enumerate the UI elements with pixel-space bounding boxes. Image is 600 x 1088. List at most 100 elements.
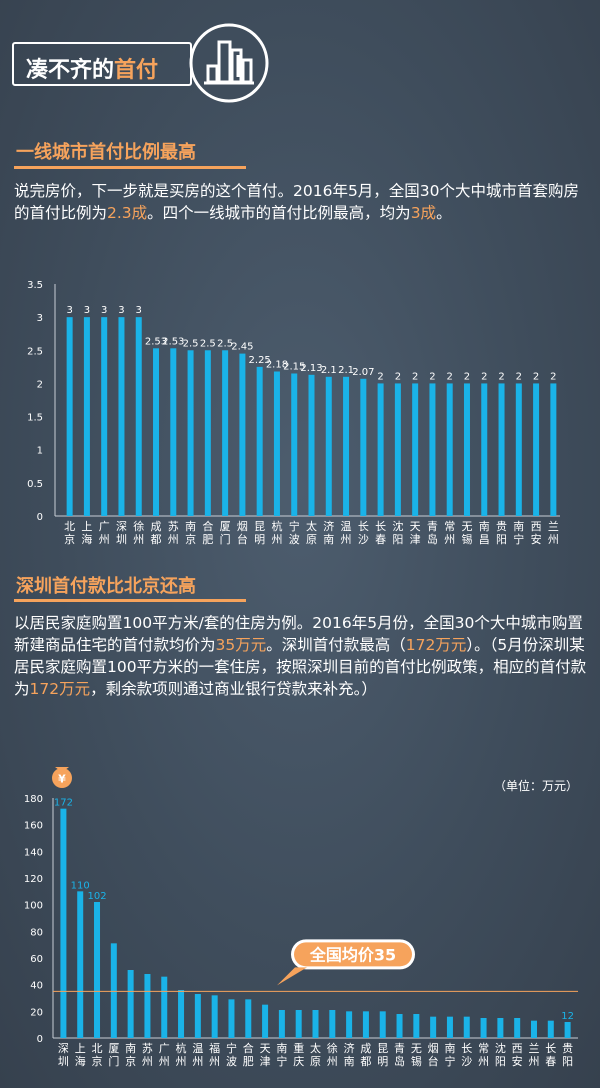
average-callout-label: 全国均价35: [309, 945, 396, 964]
chart2-value-label: 102: [87, 891, 106, 902]
chart1-bar: [118, 317, 125, 516]
chart2-category-label: 北京: [92, 1042, 103, 1068]
chart1-y-tick: 2.5: [27, 346, 43, 357]
chart1-value-label: 2: [481, 371, 487, 382]
chart2-category-label: 宁波: [226, 1041, 237, 1068]
chart1-category-label: 成都: [151, 520, 162, 546]
chart1-category-label: 长春: [375, 520, 386, 546]
chart1-category-label: 天津: [410, 520, 421, 546]
chart2-category-label: 杭州: [176, 1041, 187, 1068]
chart1-bar: [204, 350, 211, 516]
chart1-category-label: 贵阳: [496, 520, 507, 546]
chart1-value-label: 2.5: [183, 338, 199, 349]
chart2-bar: [161, 976, 168, 1038]
chart2-category-label: 合肥: [243, 1041, 254, 1068]
buildings-icon: [189, 23, 269, 103]
chart1-value-labels: 3 3 3 3 32.532.532.5 2.5 2.52.452.252.182.152.…: [66, 305, 556, 382]
chart2-category-label: 广州: [159, 1042, 170, 1068]
chart2-category-label: 成都: [360, 1042, 371, 1068]
chart2-category-label: 南宁: [444, 1042, 455, 1068]
chart1-value-label: 2: [498, 371, 504, 382]
section1-paragraph: 说完房价，下一步就是买房的这个首付。2016年5月，全国30个大中城市首套购房的…: [14, 182, 580, 222]
chart2-bar: [480, 1018, 487, 1038]
chart2-category-label: 青岛: [394, 1042, 405, 1068]
average-callout: [294, 942, 412, 967]
chart1-category-label: 苏州: [168, 520, 179, 546]
chart1-bar: [533, 383, 540, 516]
chart1-category-label: 徐州: [133, 519, 144, 546]
chart2-category-label: 济南: [344, 1041, 355, 1068]
chart1-category-label: 无锡: [461, 520, 472, 546]
chart1-bar: [170, 348, 177, 516]
chart2-category-label: 深圳: [58, 1042, 69, 1068]
chart1-bar: [446, 383, 453, 516]
chart1-value-label: 2: [550, 371, 556, 382]
chart2-category-label: 昆明: [377, 1042, 388, 1068]
section2-underline: [14, 599, 246, 602]
chart1-value-label: 2: [412, 371, 418, 382]
chart1-bar: [394, 383, 401, 516]
chart1-value-label: 2: [395, 371, 401, 382]
chart1-category-label: 南昌: [479, 520, 490, 546]
chart2-category-label: 温州: [192, 1042, 203, 1068]
chart1-bars: [66, 317, 557, 516]
chart2-category-labels: 深圳上海北京厦门南京苏州广州杭州温州福州宁波合肥天津南宁重庆太原徐州济南成都昆明…: [58, 1041, 573, 1068]
section2-title: 深圳首付款比北京还高: [16, 576, 196, 597]
chart2-bar: [295, 1010, 302, 1038]
chart1-value-label: 2.25: [249, 355, 271, 366]
chart2-category-label: 南京: [125, 1042, 136, 1068]
chart2-bar: [463, 1016, 470, 1038]
chart1-category-label: 沈阳: [392, 519, 403, 546]
chart1-value-label: 2.53: [162, 336, 184, 347]
chart2-category-label: 天津: [260, 1042, 271, 1068]
chart2-bar: [547, 1020, 554, 1038]
chart2-average-marker: 全国均价35: [53, 939, 578, 992]
chart1-category-label: 广州: [99, 520, 110, 546]
chart1-category-label: 西安: [531, 520, 542, 546]
chart2-bars: [60, 808, 571, 1038]
chart1-category-label: 北京: [64, 520, 75, 546]
chart1-value-label: 3: [101, 305, 107, 316]
chart1-value-label: 2.5: [200, 338, 216, 349]
chart1-bar: [429, 383, 436, 516]
chart2-bar: [497, 1018, 504, 1038]
chart2-y-tick: 140: [24, 847, 43, 858]
chart1-bar: [325, 376, 332, 516]
chart1-category-label: 深圳: [116, 520, 127, 546]
chart1-y-tick: 1.5: [27, 413, 43, 424]
chart1-category-label: 兰州: [548, 520, 559, 546]
chart2-unit-label: （单位：万元）: [494, 778, 578, 793]
chart2-y-tick: 80: [30, 927, 43, 938]
chart1-category-label: 上海: [81, 520, 92, 546]
chart1-bar: [273, 371, 280, 516]
chart1-bar: [481, 383, 488, 516]
page-title: 凑不齐的首付: [26, 58, 159, 83]
chart2-bar: [194, 994, 201, 1038]
chart1-value-label: 2.53: [145, 336, 167, 347]
chart1-category-label: 宁波: [289, 519, 300, 546]
chart1-bar: [101, 317, 108, 516]
chart1-bar: [187, 350, 194, 516]
chart2-bar: [77, 891, 84, 1038]
chart1-category-labels: 北京上海广州深圳徐州成都苏州南京合肥厦门烟台昆明杭州宁波太原济南温州长沙长春沈阳…: [64, 519, 559, 546]
chart1-category-label: 烟台: [237, 519, 248, 546]
chart2-y-tick: 120: [24, 874, 43, 885]
chart2-value-label: 12: [561, 1011, 574, 1022]
section2-paragraph: 以居民家庭购置100平方米/套的住房为例。2016年5月份，全国30个大中城市购…: [14, 614, 587, 698]
chart1-bar: [377, 383, 384, 516]
chart1-bar: [515, 383, 522, 516]
chart1-value-label: 2.5: [217, 338, 233, 349]
chart2-bar: [396, 1014, 403, 1038]
chart2-category-label: 烟台: [428, 1041, 439, 1068]
chart2-category-label: 太原: [310, 1042, 321, 1068]
chart1-category-label: 太原: [306, 520, 317, 546]
chart1-y-tick: 3.5: [27, 280, 43, 291]
page-title-highlight: 首付: [114, 58, 159, 83]
coin-bag-icon: ¥: [52, 767, 72, 788]
chart2-bar: [530, 1020, 537, 1038]
chart1-value-label: 2.45: [231, 342, 253, 353]
chart2-bar: [430, 1016, 437, 1038]
chart2-bar: [564, 1022, 571, 1038]
chart2-bar: [94, 902, 101, 1038]
